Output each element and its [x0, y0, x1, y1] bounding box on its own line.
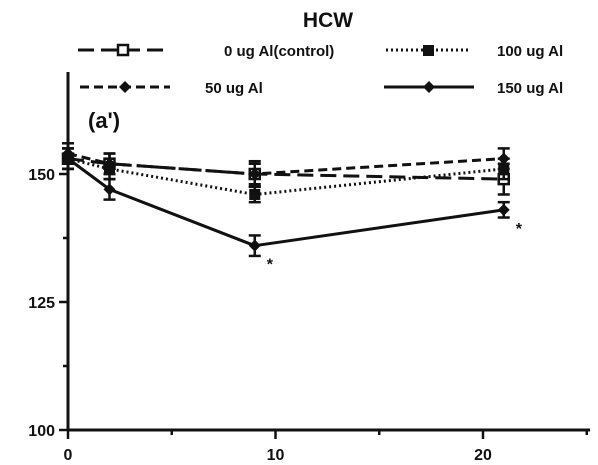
x-tick-label: 20 — [474, 447, 492, 464]
series-2 — [62, 142, 510, 189]
significance-marker: * — [267, 257, 274, 274]
data-point — [248, 168, 261, 180]
legend-marker-control — [116, 43, 130, 57]
legend-label-control: 0 ug Al(control) — [224, 43, 334, 60]
series-line — [67, 152, 504, 176]
chart-plot-area: ** — [61, 142, 523, 274]
data-point — [497, 203, 510, 216]
data-point — [62, 152, 74, 165]
legend-item-100ug: 100 ug Al — [386, 43, 563, 60]
x-tick-label: 0 — [64, 447, 73, 464]
panel-label: (a') — [88, 108, 120, 133]
chart-title: HCW — [303, 9, 353, 32]
y-tick-label: 100 — [28, 423, 55, 440]
legend-item-50ug: 50 ug Al — [80, 80, 263, 97]
series-line — [67, 157, 504, 181]
legend-marker-100ug — [423, 45, 434, 56]
legend-label-50ug: 50 ug Al — [205, 80, 263, 97]
series-line — [67, 157, 504, 248]
data-point — [497, 152, 510, 165]
chart-axes: 0 10 20 100 125 150 — [28, 72, 590, 464]
legend-item-150ug: 150 ug Al — [384, 80, 563, 97]
legend-marker-150ug — [423, 81, 435, 93]
legend-item-control: 0 ug Al(control) — [78, 43, 334, 60]
series-3 — [62, 147, 510, 258]
x-tick-label: 10 — [267, 447, 285, 464]
data-point — [248, 239, 261, 252]
y-tick-label: 150 — [28, 167, 55, 184]
legend-label-100ug: 100 ug Al — [497, 43, 563, 60]
chart-legend: 0 ug Al(control) 100 ug Al 50 ug Al 150 … — [78, 43, 563, 97]
series-0 — [61, 147, 510, 196]
legend-marker-50ug — [119, 81, 131, 93]
data-point — [103, 157, 116, 170]
series-line — [67, 157, 504, 196]
significance-marker: * — [516, 221, 523, 238]
legend-label-150ug: 150 ug Al — [497, 80, 563, 97]
data-point — [249, 188, 261, 200]
data-point — [103, 183, 116, 196]
y-tick-label: 125 — [28, 295, 55, 312]
